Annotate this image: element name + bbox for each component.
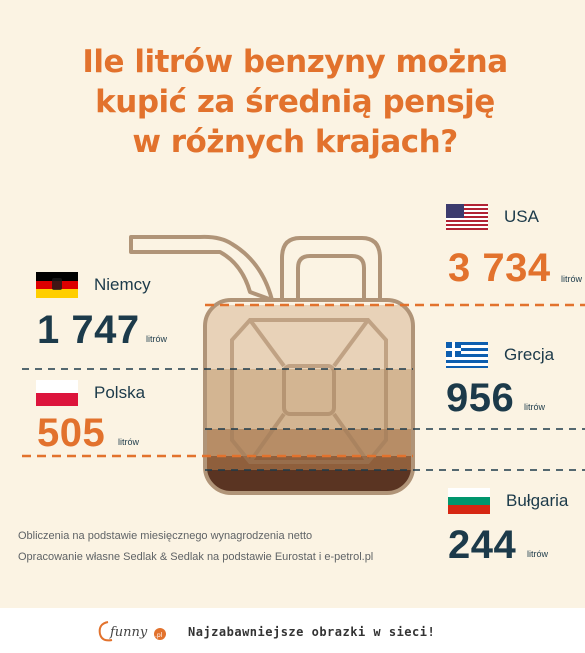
title-line-2: kupić za średnią pensję [95,84,495,120]
can-handle [280,236,382,300]
country-usa: USA [446,204,539,230]
source-note-1: Obliczenia na podstawie miesięcznego wyn… [18,530,313,542]
country-bulgaria: Bułgaria [448,488,568,514]
fuel-band-bułgaria [205,470,413,493]
source-note-2: Opracowanie własne Sedlak & Sedlak na po… [18,551,374,563]
title-line-3: w różnych krajach? [132,124,458,160]
value-usa: 3 734 [448,246,551,290]
bulgaria-flag-icon [448,488,490,514]
unit-grecja: litrów [524,402,546,412]
can-spout [129,234,274,302]
can-body [203,298,415,495]
usa-flag-icon [446,204,488,230]
country-name-grecja: Grecja [504,345,555,364]
footer-bar: funny .pl Najzabawniejsze obrazki w siec… [0,608,585,653]
page-title: Ile litrów benzyny można kupić za średni… [40,42,550,162]
value-polska: 505 [37,411,106,455]
funny-logo-icon: funny .pl [98,621,166,642]
can-handle-inner [296,254,366,300]
fuel-levels [205,305,413,493]
footer-tagline: Najzabawniejsze obrazki w sieci! [188,625,436,639]
country-name-usa: USA [504,207,539,226]
fuel-band-niemcy [205,369,413,429]
value-bulgaria: 244 [448,523,517,567]
level-lines [22,303,585,471]
country-name-niemcy: Niemcy [94,275,151,294]
infographic: Ile litrów benzyny można kupić za średni… [0,0,585,608]
unit-niemcy: litrów [146,334,168,344]
poland-flag-icon [36,380,78,406]
svg-text:funny: funny [109,625,148,640]
jerrycan-chart [22,234,585,495]
fuel-band-usa [205,305,413,369]
value-grecja: 956 [446,376,515,420]
country-polska: Polska [36,380,145,406]
country-niemcy: Niemcy [36,272,151,298]
unit-polska: litrów [118,437,140,447]
title-line-1: Ile litrów benzyny można [82,44,508,80]
greece-flag-icon [446,342,488,368]
country-name-bulgaria: Bułgaria [506,491,569,510]
can-emboss [230,318,388,464]
value-niemcy: 1 747 [37,308,140,352]
country-grecja: Grecja [446,342,554,368]
unit-bulgaria: litrów [527,549,549,559]
germany-flag-icon [36,272,78,298]
svg-text:.pl: .pl [155,632,163,639]
unit-usa: litrów [561,274,583,284]
country-name-polska: Polska [94,383,146,402]
